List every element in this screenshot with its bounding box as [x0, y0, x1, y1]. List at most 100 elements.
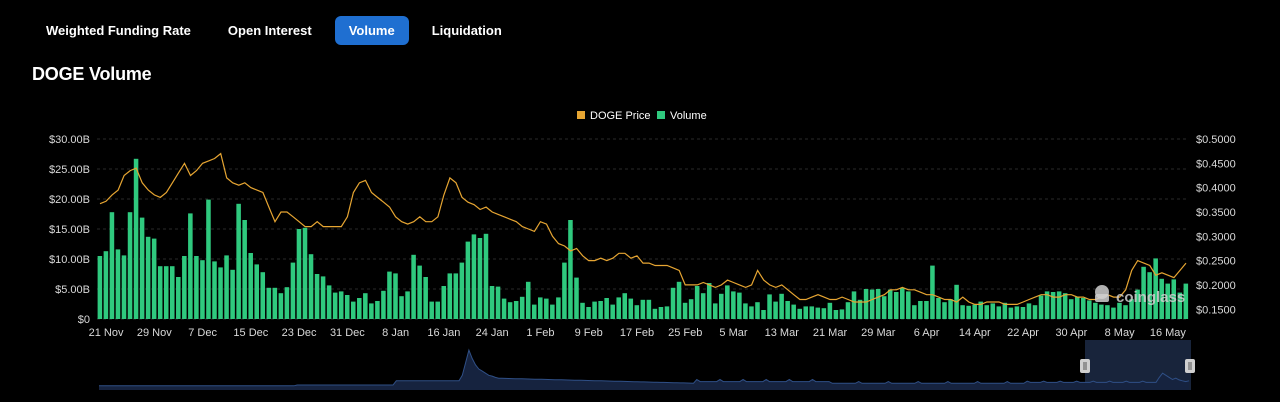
volume-bar — [676, 281, 682, 319]
legend-label-volume[interactable]: Volume — [670, 110, 707, 122]
legend-swatch-price[interactable] — [577, 111, 585, 119]
legend-label-price[interactable]: DOGE Price — [590, 110, 651, 122]
volume-bar — [821, 308, 827, 319]
volume-bar — [218, 267, 223, 319]
volume-bar — [562, 262, 567, 319]
navigator-area — [99, 350, 1189, 390]
volume-bar — [399, 296, 404, 319]
coinglass-watermark: coinglass — [1095, 285, 1185, 306]
x-tick-label: 7 Dec — [188, 327, 217, 339]
x-tick-label: 22 Apr — [1007, 327, 1039, 339]
volume-bar — [230, 269, 235, 319]
volume-bar — [737, 292, 742, 319]
tab-volume[interactable]: Volume — [334, 16, 409, 45]
volume-bar — [930, 265, 935, 319]
volume-bar — [1111, 307, 1116, 319]
volume-bars[interactable] — [97, 158, 1189, 319]
volume-bar — [712, 303, 718, 319]
volume-bar — [338, 291, 344, 319]
x-tick-label: 16 May — [1150, 327, 1187, 339]
volume-bar — [664, 306, 670, 319]
x-tick-label: 31 Dec — [330, 327, 365, 339]
volume-bar — [139, 217, 145, 319]
volume-bar — [815, 307, 821, 319]
volume-bar — [550, 304, 555, 319]
volume-bar — [513, 301, 519, 319]
volume-bar — [779, 293, 784, 319]
volume-bar — [598, 301, 603, 319]
y-right-tick-label: $0.3000 — [1196, 231, 1236, 243]
volume-bar — [519, 296, 525, 319]
volume-bar — [423, 277, 428, 319]
volume-bar — [357, 298, 362, 319]
volume-bar — [966, 305, 971, 319]
volume-bar — [417, 265, 422, 319]
tab-liquidation[interactable]: Liquidation — [431, 23, 502, 38]
volume-bar — [869, 289, 875, 319]
volume-bar — [767, 294, 772, 319]
chart-legend: DOGE Price Volume — [577, 110, 707, 122]
volume-bar — [833, 310, 839, 319]
volume-bar — [387, 271, 392, 319]
volume-bar — [640, 299, 646, 319]
tab-weighted-funding-rate[interactable]: Weighted Funding Rate — [46, 23, 191, 38]
volume-bar — [163, 266, 169, 319]
volume-bar — [743, 303, 748, 319]
volume-bar — [592, 301, 597, 319]
volume-bar — [634, 305, 640, 319]
y-right-tick-label: $0.4000 — [1196, 183, 1236, 195]
volume-bar — [978, 301, 983, 319]
volume-bar — [169, 266, 175, 319]
volume-bar — [393, 273, 398, 319]
volume-bar — [411, 254, 416, 319]
volume-bar — [773, 301, 778, 319]
volume-bar — [375, 301, 380, 319]
price-line[interactable] — [99, 152, 1187, 305]
volume-bar — [839, 309, 845, 319]
navigator-right-handle[interactable] — [1185, 359, 1195, 373]
volume-bar — [200, 260, 205, 319]
volume-bar — [501, 298, 507, 319]
volume-bar — [224, 255, 229, 319]
y-left-tick-label: $30.00B — [49, 134, 90, 146]
volume-bar — [477, 238, 483, 319]
volume-bar — [574, 277, 579, 319]
x-tick-label: 16 Jan — [427, 327, 460, 339]
volume-bar — [688, 299, 694, 319]
volume-bar — [1123, 305, 1128, 319]
x-tick-label: 17 Feb — [620, 327, 654, 339]
volume-bar — [1117, 302, 1122, 319]
volume-bar — [893, 292, 899, 319]
volume-bar — [260, 272, 266, 319]
volume-bar — [1014, 306, 1020, 319]
legend-swatch-volume[interactable] — [657, 111, 665, 119]
volume-bar — [670, 287, 676, 319]
volume-bar — [188, 213, 193, 319]
volume-bar — [447, 273, 453, 319]
volume-bar — [857, 299, 863, 319]
volume-bar — [1050, 292, 1056, 319]
volume-bar — [176, 277, 181, 319]
volume-bar — [363, 293, 368, 319]
volume-bar — [429, 301, 434, 319]
volume-bar — [103, 251, 109, 319]
volume-bar — [1087, 300, 1092, 319]
volume-bar — [616, 297, 621, 319]
y-left-tick-label: $0 — [78, 314, 90, 326]
volume-bar — [797, 308, 802, 319]
volume-bar — [1177, 292, 1183, 319]
tab-open-interest[interactable]: Open Interest — [227, 23, 312, 38]
volume-bar — [115, 249, 121, 319]
volume-bar — [990, 303, 996, 319]
navigator-left-handle[interactable] — [1080, 359, 1090, 373]
x-tick-label: 21 Mar — [813, 327, 848, 339]
y-left-tick-label: $25.00B — [49, 164, 90, 176]
volume-bar — [719, 293, 724, 319]
volume-bar — [369, 303, 374, 319]
volume-bar — [531, 304, 537, 319]
volume-bar — [441, 286, 447, 319]
volume-bar — [682, 302, 688, 319]
range-navigator[interactable] — [99, 340, 1195, 390]
volume-bar — [266, 287, 272, 319]
